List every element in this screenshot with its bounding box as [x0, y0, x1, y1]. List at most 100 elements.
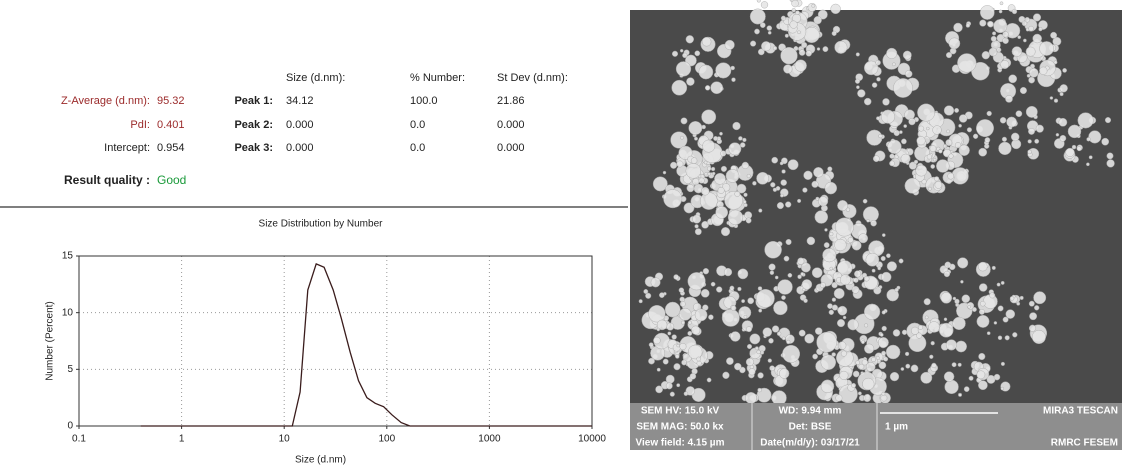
particle — [830, 3, 841, 15]
particle — [948, 37, 961, 50]
particle — [945, 52, 953, 59]
particle — [671, 334, 677, 340]
particle — [675, 61, 692, 77]
particle — [1009, 296, 1015, 301]
particle — [865, 362, 876, 372]
particle — [851, 240, 862, 251]
particle — [671, 50, 679, 57]
particle — [690, 157, 698, 164]
particle — [831, 352, 836, 357]
particle — [1106, 152, 1114, 160]
particle — [721, 308, 740, 327]
table-header: Size (d.nm): — [286, 72, 345, 84]
particle — [851, 382, 857, 388]
particle — [892, 62, 896, 67]
particle — [976, 314, 990, 328]
particle — [934, 176, 940, 182]
particle — [889, 153, 895, 159]
particle — [715, 62, 732, 79]
particle — [1019, 86, 1027, 95]
particle — [748, 368, 756, 376]
particle — [862, 198, 868, 204]
particle — [1053, 60, 1058, 65]
particle — [801, 41, 808, 49]
particle — [1005, 95, 1013, 103]
particle — [845, 207, 851, 212]
particle — [745, 217, 752, 224]
particle — [696, 356, 702, 362]
particle — [1088, 155, 1093, 160]
particle — [978, 352, 986, 361]
particle — [797, 198, 802, 203]
x-tick-label: 10000 — [578, 434, 606, 445]
particle — [757, 286, 763, 291]
particle — [749, 8, 766, 25]
peak-label: Peak 2: — [234, 119, 273, 131]
particle — [648, 357, 655, 365]
x-tick-label: 10 — [279, 434, 291, 445]
particle — [773, 300, 788, 316]
plot-frame — [78, 255, 593, 427]
particle — [820, 354, 837, 371]
sem-info: Det: BSE — [789, 422, 832, 433]
particle — [754, 346, 759, 351]
particle — [758, 208, 763, 213]
particle — [1006, 116, 1017, 128]
particle — [976, 370, 986, 380]
particle — [730, 305, 737, 311]
particle — [787, 272, 793, 278]
particle — [854, 270, 862, 278]
particle — [910, 364, 919, 373]
particle — [863, 275, 870, 282]
particle — [996, 282, 1001, 287]
particle — [886, 47, 898, 59]
particle — [738, 136, 743, 141]
particle — [678, 287, 685, 293]
particle — [892, 329, 901, 337]
particle — [756, 171, 769, 185]
particle — [1106, 159, 1115, 168]
particle — [779, 161, 784, 166]
particle — [988, 47, 998, 57]
particle — [916, 332, 923, 339]
particle — [739, 142, 746, 148]
particle — [822, 248, 837, 263]
particle — [818, 196, 829, 207]
particle — [855, 360, 860, 365]
particle — [756, 289, 775, 308]
particle — [1062, 68, 1067, 73]
particle — [864, 343, 875, 354]
particle — [887, 139, 902, 154]
particle — [754, 28, 760, 35]
x-axis-label: Size (d.nm) — [295, 455, 346, 465]
particle — [886, 288, 899, 302]
particle — [1000, 60, 1010, 70]
particle — [722, 371, 730, 379]
particle — [757, 372, 764, 379]
particle — [885, 344, 901, 360]
particle — [1039, 41, 1054, 56]
particle — [952, 316, 966, 331]
particle — [706, 377, 712, 383]
particle — [822, 46, 829, 53]
particle — [954, 142, 962, 149]
particle — [648, 342, 654, 348]
particle — [777, 279, 793, 295]
particle — [797, 30, 801, 35]
particle — [659, 292, 665, 298]
particle — [864, 323, 869, 328]
particle — [1053, 98, 1059, 103]
particle — [993, 373, 1001, 381]
particle — [789, 20, 798, 29]
particle — [741, 299, 746, 304]
particle — [687, 320, 692, 325]
particle — [713, 136, 719, 141]
particle — [648, 305, 666, 323]
particle — [917, 324, 924, 330]
particle — [839, 274, 851, 286]
particle — [976, 119, 994, 138]
particle — [706, 166, 712, 171]
particle — [813, 167, 824, 178]
data-line — [140, 263, 592, 427]
y-axis-label: Number (Percent) — [45, 301, 56, 380]
